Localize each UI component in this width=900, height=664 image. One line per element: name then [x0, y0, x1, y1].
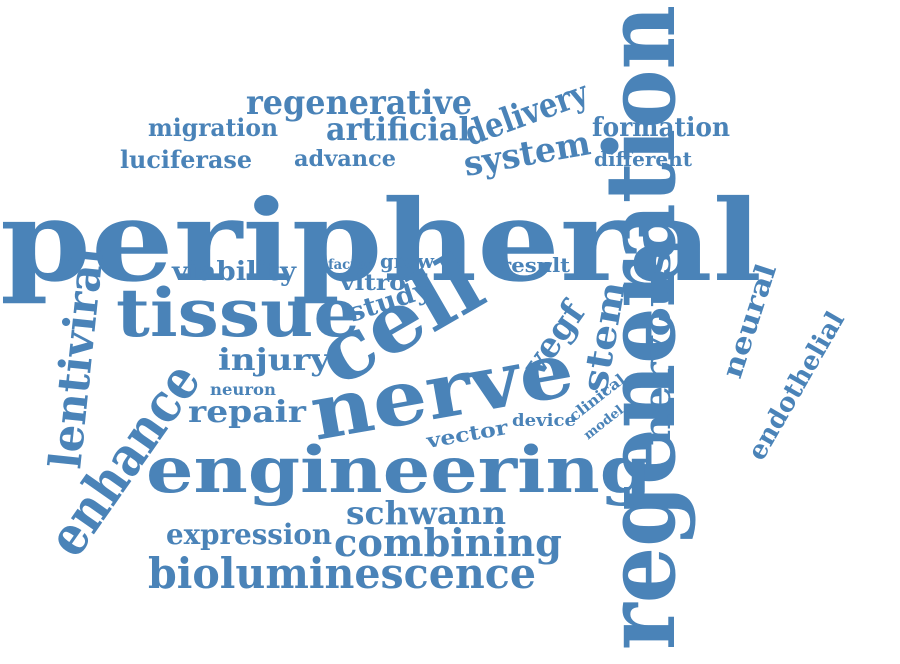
word-result: result: [500, 253, 571, 277]
word-tissue: tissue: [116, 274, 360, 352]
word-neuron: neuron: [210, 380, 276, 399]
word-migration: migration: [148, 113, 278, 142]
word-different: different: [594, 147, 693, 171]
word-engineering: engineering: [146, 433, 652, 508]
word-viability: viability: [171, 257, 297, 287]
word-vitro: vitro: [339, 270, 406, 296]
word-artificial: artificial: [326, 110, 470, 148]
word-device: device: [512, 411, 576, 431]
word-peripheral: peripheral: [0, 176, 762, 307]
word-schwann: schwann: [346, 494, 506, 532]
word-repair: repair: [188, 395, 307, 430]
word-regenerative: regenerative: [246, 83, 472, 123]
word-regeneration: regeneration: [584, 5, 697, 650]
word-factor: factor: [328, 257, 373, 273]
word-grow: grow: [380, 249, 435, 273]
word-nervous: nervous: [637, 250, 679, 446]
word-combining: combining: [334, 520, 562, 565]
word-bioluminescence: bioluminescence: [148, 549, 536, 598]
word-advance: advance: [294, 146, 396, 172]
word-formation: formation: [592, 113, 730, 143]
word-luciferase: luciferase: [120, 145, 252, 174]
word-expression: expression: [166, 518, 332, 551]
word-injury: injury: [218, 343, 332, 378]
